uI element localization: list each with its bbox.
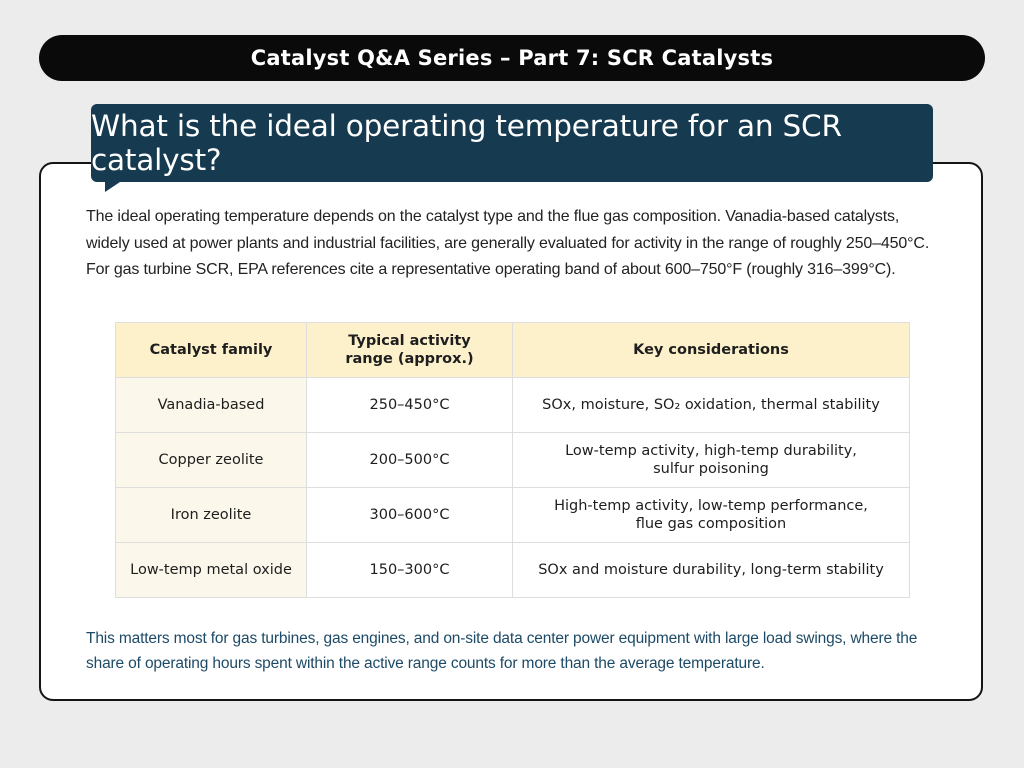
series-title: Catalyst Q&A Series – Part 7: SCR Cataly… [250, 46, 774, 70]
question-title: What is the ideal operating temperature … [91, 109, 842, 177]
activity-range-cell: 200–500°C [306, 432, 513, 488]
catalyst-family-cell: Vanadia-based [115, 377, 307, 433]
considerations-text: Low-temp activity, high-temp durability,… [565, 443, 857, 477]
activity-range-cell: 150–300°C [306, 542, 513, 598]
catalyst-family-cell: Iron zeolite [115, 487, 307, 543]
header-activity-range-label: Typical activity range (approx.) [345, 333, 474, 367]
header-catalyst-family: Catalyst family [115, 322, 307, 378]
table-row: Low-temp metal oxide 150–300°C SOx and m… [115, 542, 910, 598]
intro-paragraph: The ideal operating temperature depends … [86, 208, 930, 278]
considerations-text: High-temp activity, low-temp performance… [554, 498, 868, 532]
catalyst-table: Catalyst family Typical activity range (… [115, 322, 910, 598]
table-row: Iron zeolite 300–600°C High-temp activit… [115, 487, 910, 543]
considerations-cell: SOx, moisture, SO₂ oxidation, thermal st… [512, 377, 910, 433]
question-bubble: What is the ideal operating temperature … [91, 104, 933, 182]
considerations-cell: High-temp activity, low-temp performance… [512, 487, 910, 543]
header-key-considerations: Key considerations [512, 322, 910, 378]
activity-range-cell: 250–450°C [306, 377, 513, 433]
catalyst-family-cell: Copper zeolite [115, 432, 307, 488]
considerations-cell: SOx and moisture durability, long-term s… [512, 542, 910, 598]
series-banner: Catalyst Q&A Series – Part 7: SCR Cataly… [39, 35, 985, 81]
activity-range-cell: 300–600°C [306, 487, 513, 543]
table-row: Vanadia-based 250–450°C SOx, moisture, S… [115, 377, 910, 433]
header-activity-range: Typical activity range (approx.) [306, 322, 513, 378]
speech-bubble-tail [105, 180, 123, 192]
table-header-row: Catalyst family Typical activity range (… [115, 322, 910, 378]
table-row: Copper zeolite 200–500°C Low-temp activi… [115, 432, 910, 488]
catalyst-family-cell: Low-temp metal oxide [115, 542, 307, 598]
considerations-cell: Low-temp activity, high-temp durability,… [512, 432, 910, 488]
conclusion-paragraph: This matters most for gas turbines, gas … [86, 630, 918, 672]
